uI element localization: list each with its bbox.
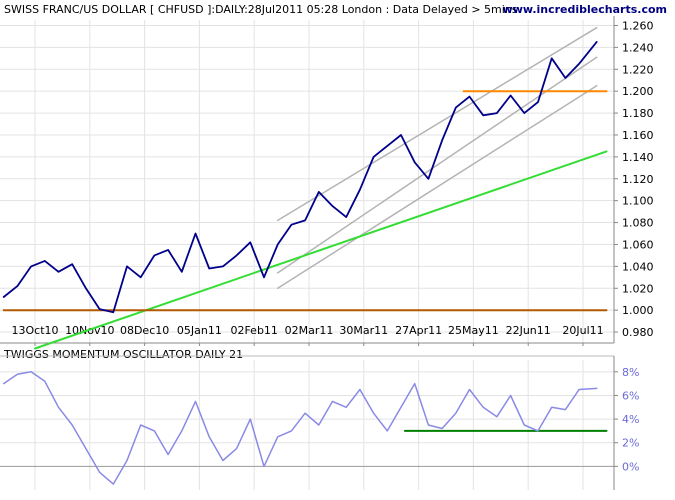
upper-channel-line: [276, 26, 598, 222]
lower-channel-line: [276, 84, 598, 290]
price-tick-label: 1.160: [622, 129, 654, 142]
price-tick-label: 1.140: [622, 151, 654, 164]
price-tick-label: 1.180: [622, 107, 654, 120]
price-tick-label: 1.260: [622, 19, 654, 32]
oscillator-panel-frame: [0, 355, 615, 490]
date-tick-label: 02Mar11: [285, 324, 334, 337]
price-line: [2, 41, 598, 314]
date-tick-label: 05Jan11: [177, 324, 222, 337]
date-tick-label: 20Jul11: [562, 324, 603, 337]
date-tick-label: 30Mar11: [339, 324, 388, 337]
oscillator-tick-label: 2%: [622, 437, 639, 450]
price-tick-label: 1.120: [622, 173, 654, 186]
price-tick-label: 1.020: [622, 282, 654, 295]
chart-title: SWISS FRANC/US DOLLAR [ CHFUSD ]:DAILY:2…: [4, 3, 518, 16]
date-tick-label: 27Apr11: [395, 324, 442, 337]
middle-channel-line: [276, 56, 598, 274]
trendline-line: [34, 150, 608, 350]
price-tick-label: 1.040: [622, 260, 654, 273]
price-tick-label: 1.220: [622, 63, 654, 76]
date-tick-label: 22Jun11: [506, 324, 551, 337]
date-tick-label: 02Feb11: [230, 324, 277, 337]
oscillator-title: TWIGGS MOMENTUM OSCILLATOR DAILY 21: [4, 348, 244, 361]
date-tick-label: 25May11: [448, 324, 499, 337]
oscillator-line: [2, 371, 598, 485]
date-x-axis: 13Oct10 10Nov10 08Dec10 05Jan11 02Feb11 02Mar…: [11, 324, 604, 346]
oscillator-tick-label: 6%: [622, 389, 639, 402]
price-tick-label: 0.980: [622, 326, 654, 339]
price-tick-label: 1.100: [622, 195, 654, 208]
oscillator-tick-label: 0%: [622, 460, 639, 473]
price-tick-label: 1.080: [622, 217, 654, 230]
site-url[interactable]: www.incrediblecharts.com: [502, 3, 667, 16]
price-panel-frame: [0, 16, 615, 344]
price-tick-label: 1.240: [622, 41, 654, 54]
date-tick-label: 13Oct10: [11, 324, 58, 337]
price-y-axis: 0.980 1.000 1.020 1.040 1.060 1.080 1.100 1.120…: [614, 19, 654, 339]
price-overlays: [2, 26, 608, 350]
price-tick-label: 1.000: [622, 304, 654, 317]
oscillator-grid: [0, 360, 614, 490]
price-tick-label: 1.200: [622, 85, 654, 98]
oscillator-tick-label: 4%: [622, 413, 639, 426]
oscillator-tick-label: 8%: [622, 366, 639, 379]
price-tick-label: 1.060: [622, 238, 654, 251]
date-tick-label: 08Dec10: [120, 324, 169, 337]
oscillator-y-axis: 0% 2% 4% 6% 8%: [614, 366, 639, 473]
price-grid: [0, 20, 614, 343]
oscillator-overlays: [2, 371, 608, 485]
